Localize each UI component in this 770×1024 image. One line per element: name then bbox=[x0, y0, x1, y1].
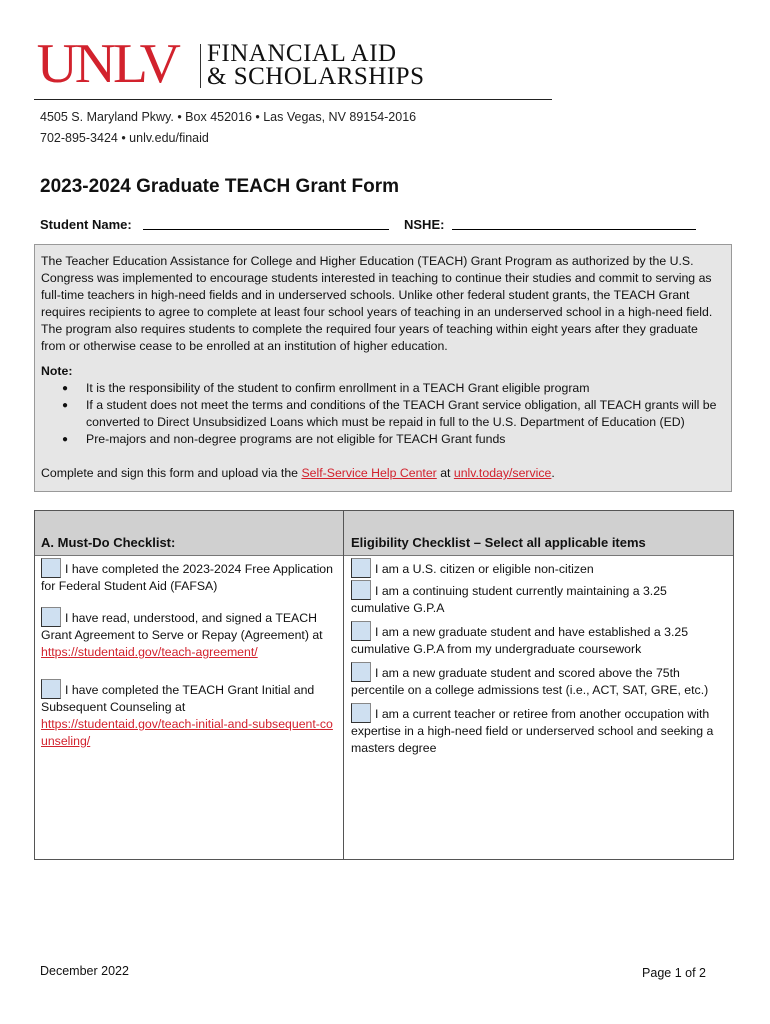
header-rule bbox=[34, 99, 552, 100]
item-text: I am a U.S. citizen or eligible non-citi… bbox=[375, 562, 594, 576]
teach-agreement-link[interactable]: https://studentaid.gov/teach-agreement/ bbox=[41, 645, 258, 659]
note-label: Note: bbox=[41, 364, 73, 378]
note-item: If a student does not meet the terms and… bbox=[62, 397, 725, 431]
checkbox[interactable] bbox=[41, 607, 61, 627]
item-text: I have completed the TEACH Grant Initial… bbox=[41, 683, 315, 714]
note-item: It is the responsibility of the student … bbox=[62, 380, 725, 397]
item-text: I am a new graduate student and have est… bbox=[351, 625, 689, 656]
item-text: I am a new graduate student and scored a… bbox=[351, 666, 709, 697]
logo-line-2: & SCHOLARSHIPS bbox=[207, 63, 425, 90]
checkbox[interactable] bbox=[41, 679, 61, 699]
instruction-text: . bbox=[551, 466, 555, 480]
item-text: I have completed the 2023-2024 Free Appl… bbox=[41, 562, 333, 593]
item-text: I am a continuing student currently main… bbox=[351, 584, 667, 615]
column-divider bbox=[343, 511, 344, 859]
service-url-link[interactable]: unlv.today/service bbox=[453, 466, 552, 480]
checklist-item: I have read, understood, and signed a TE… bbox=[41, 607, 339, 661]
eligibility-item: I am a new graduate student and scored a… bbox=[351, 662, 729, 699]
page-title: 2023-2024 Graduate TEACH Grant Form bbox=[40, 176, 400, 197]
checklist-item: I have completed the 2023-2024 Free Appl… bbox=[41, 558, 339, 595]
program-description: The Teacher Education Assistance for Col… bbox=[41, 254, 713, 353]
instruction-text: Complete and sign this form and upload v… bbox=[41, 466, 302, 480]
must-do-column: I have completed the 2023-2024 Free Appl… bbox=[41, 558, 339, 760]
info-box: The Teacher Education Assistance for Col… bbox=[34, 244, 732, 492]
item-text: I have read, understood, and signed a TE… bbox=[41, 611, 323, 642]
checklist-table: A. Must-Do Checklist: Eligibility Checkl… bbox=[34, 510, 734, 860]
contact: 702-895-3424 • unlv.edu/finaid bbox=[40, 131, 209, 145]
eligibility-header: Eligibility Checklist – Select all appli… bbox=[351, 535, 646, 550]
checkbox[interactable] bbox=[41, 558, 61, 578]
eligibility-item: I am a new graduate student and have est… bbox=[351, 621, 729, 658]
footer-date: December 2022 bbox=[40, 964, 129, 978]
logo-divider bbox=[200, 44, 201, 88]
submission-instructions: Complete and sign this form and upload v… bbox=[41, 465, 725, 482]
eligibility-item: I am a U.S. citizen or eligible non-citi… bbox=[351, 558, 729, 578]
note-item: Pre-majors and non-degree programs are n… bbox=[62, 431, 725, 448]
student-name-label: Student Name: bbox=[40, 217, 132, 232]
checklist-item: I have completed the TEACH Grant Initial… bbox=[41, 679, 339, 750]
table-header bbox=[35, 511, 733, 556]
unlv-logo: UNLV bbox=[36, 33, 181, 95]
nshe-field[interactable] bbox=[452, 229, 696, 230]
notes-list: It is the responsibility of the student … bbox=[41, 380, 725, 448]
must-do-header: A. Must-Do Checklist: bbox=[41, 535, 176, 550]
eligibility-column: I am a U.S. citizen or eligible non-citi… bbox=[351, 558, 729, 757]
logo-line-1: FINANCIAL AID bbox=[207, 40, 397, 67]
page-number: Page 1 of 2 bbox=[642, 966, 706, 980]
address: 4505 S. Maryland Pkwy. • Box 452016 • La… bbox=[40, 110, 417, 124]
checkbox[interactable] bbox=[351, 580, 371, 600]
checkbox[interactable] bbox=[351, 703, 371, 723]
self-service-link[interactable]: Self-Service Help Center bbox=[301, 466, 437, 480]
eligibility-item: I am a current teacher or retiree from a… bbox=[351, 703, 729, 757]
eligibility-item: I am a continuing student currently main… bbox=[351, 580, 729, 617]
checkbox[interactable] bbox=[351, 621, 371, 641]
department-name: FINANCIAL AID & SCHOLARSHIPS bbox=[207, 40, 425, 90]
item-text: I am a current teacher or retiree from a… bbox=[351, 707, 714, 755]
nshe-label: NSHE: bbox=[404, 217, 445, 232]
checkbox[interactable] bbox=[351, 558, 371, 578]
checkbox[interactable] bbox=[351, 662, 371, 682]
counseling-link[interactable]: https://studentaid.gov/teach-initial-and… bbox=[41, 717, 333, 748]
instruction-text: at bbox=[436, 466, 454, 480]
student-name-field[interactable] bbox=[143, 229, 389, 230]
